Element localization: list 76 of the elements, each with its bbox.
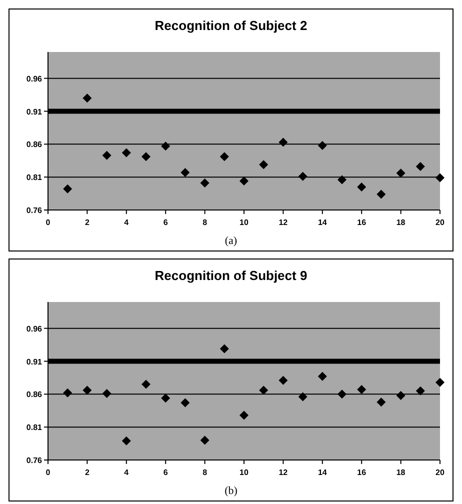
point: [240, 176, 248, 186]
y-tick-label: 0.91: [26, 357, 43, 366]
y-tick-label: 0.81: [26, 173, 43, 182]
x-tick-label: 4: [124, 218, 130, 227]
chart-title: Recognition of Subject 9: [154, 268, 308, 283]
x-tick-label: 16: [357, 218, 367, 227]
x-tick-label: 20: [436, 468, 445, 477]
x-tick-label: 14: [318, 468, 328, 477]
point: [102, 389, 112, 398]
text: (a): [224, 235, 238, 247]
x-tick-label: 0: [46, 218, 51, 227]
y-tick-label: 0.81: [26, 423, 43, 432]
x-tick-label: 6: [163, 218, 168, 227]
point: [259, 160, 268, 170]
x-tick-label: 10: [240, 468, 249, 477]
point: [376, 190, 386, 199]
x-tick-label: 8: [202, 468, 208, 477]
point: [122, 148, 131, 158]
point: [180, 168, 190, 177]
point: [416, 386, 425, 396]
point: [416, 162, 425, 172]
x-tick-label: 12: [278, 468, 288, 477]
x-tick-label: 10: [240, 218, 249, 227]
point: [142, 380, 150, 389]
point: [259, 386, 268, 395]
point: [318, 140, 327, 150]
x-tick-label: 12: [278, 218, 288, 227]
point: [82, 94, 92, 103]
x-tick-label: 16: [357, 468, 367, 477]
y-tick-label: 0.91: [26, 107, 43, 116]
chart-title: Recognition of Subject 2: [154, 18, 308, 33]
text: (b): [224, 485, 238, 497]
y-tick-label: 0.76: [26, 456, 43, 465]
point: [278, 138, 288, 147]
point: [357, 182, 366, 192]
point: [220, 344, 229, 354]
point: [161, 394, 170, 403]
point: [318, 372, 327, 381]
x-tick-label: 8: [202, 218, 208, 227]
x-tick-label: 2: [84, 468, 90, 477]
point: [82, 386, 92, 395]
point: [436, 378, 444, 387]
point: [220, 152, 229, 162]
point: [161, 142, 170, 151]
point: [396, 168, 406, 178]
point: [122, 436, 131, 446]
y-tick-label: 0.86: [26, 390, 43, 400]
x-tick-label: 6: [163, 468, 168, 477]
x-tick-label: 20: [436, 218, 445, 227]
x-tick-label: 0: [46, 468, 51, 477]
x-tick-label: 4: [124, 468, 130, 477]
x-tick-label: 18: [396, 468, 406, 477]
point: [240, 410, 248, 420]
point: [357, 385, 366, 394]
x-tick-label: 18: [396, 218, 406, 227]
point: [338, 175, 346, 184]
point: [436, 173, 444, 182]
point: [298, 172, 308, 181]
y-tick-label: 0.96: [26, 74, 43, 84]
point: [200, 436, 210, 445]
point: [180, 398, 190, 408]
x-tick-label: 2: [84, 218, 90, 227]
point: [63, 184, 72, 194]
point: [200, 178, 210, 188]
point: [298, 392, 308, 402]
x-tick-label: 14: [318, 218, 328, 227]
y-tick-label: 0.96: [26, 324, 43, 334]
point: [142, 152, 150, 162]
point: [376, 398, 386, 407]
y-tick-label: 0.76: [26, 206, 43, 215]
y-tick-label: 0.86: [26, 140, 43, 150]
point: [396, 390, 406, 400]
point: [338, 390, 346, 399]
point: [63, 388, 72, 398]
point: [278, 376, 288, 385]
point: [102, 150, 112, 160]
